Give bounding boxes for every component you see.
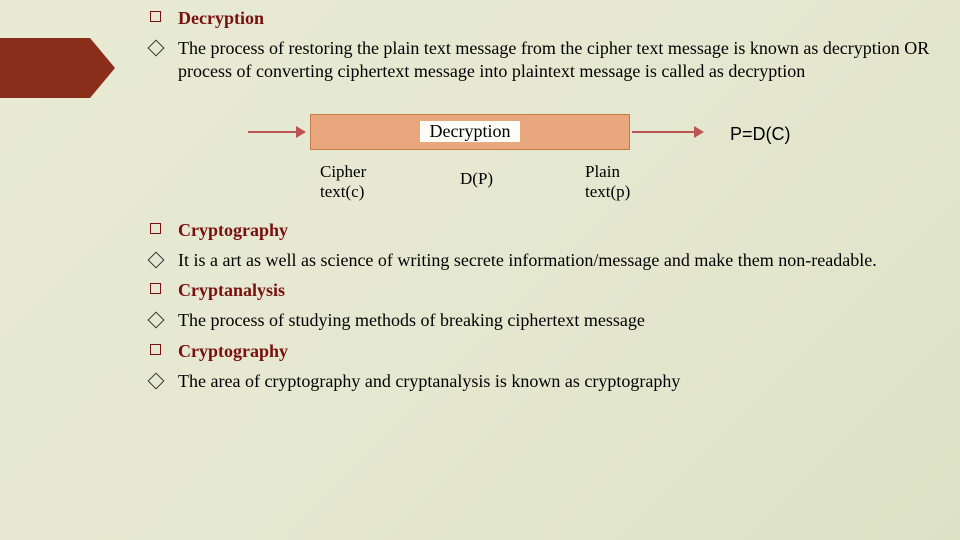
cryptanalysis-def-row: The process of studying methods of break… <box>150 309 930 332</box>
cryptography-def-text: It is a art as well as science of writin… <box>178 249 877 272</box>
cryptography2-def-text: The area of cryptography and cryptanalys… <box>178 370 680 393</box>
cryptography2-def-row: The area of cryptography and cryptanalys… <box>150 370 930 393</box>
pd-equation-label: P=D(C) <box>730 124 791 145</box>
cipher-text-label: Cipher text(c) <box>320 162 380 202</box>
decryption-diagram: Decryption Cipher text(c) D(P) Plain tex… <box>150 114 930 244</box>
diamond-bullet-icon <box>148 372 165 389</box>
diamond-bullet-icon <box>148 312 165 329</box>
decryption-box-label: Decryption <box>420 121 521 142</box>
slide-arrow-decoration <box>0 38 115 98</box>
decryption-def-text: The process of restoring the plain text … <box>178 37 930 84</box>
dp-label: D(P) <box>460 169 493 189</box>
plain-text-label: Plain text(p) <box>585 162 630 202</box>
diamond-bullet-icon <box>148 40 165 57</box>
decryption-def-row: The process of restoring the plain text … <box>150 37 930 84</box>
square-bullet-icon <box>150 344 161 355</box>
decryption-box: Decryption <box>310 114 630 150</box>
heading-cryptography2-row: Cryptography <box>150 341 930 362</box>
heading-cryptanalysis: Cryptanalysis <box>178 280 285 301</box>
heading-cryptanalysis-row: Cryptanalysis <box>150 280 930 301</box>
heading-decryption-row: Decryption <box>150 8 930 29</box>
cryptanalysis-def-text: The process of studying methods of break… <box>178 309 645 332</box>
heading-cryptography2: Cryptography <box>178 341 288 362</box>
heading-decryption: Decryption <box>178 8 264 29</box>
square-bullet-icon <box>150 11 161 22</box>
square-bullet-icon <box>150 283 161 294</box>
slide-content: Decryption The process of restoring the … <box>150 8 930 401</box>
arrow-in-icon <box>248 128 306 136</box>
arrow-out-icon <box>632 128 707 136</box>
diamond-bullet-icon <box>148 251 165 268</box>
cryptography-def-row: It is a art as well as science of writin… <box>150 249 930 272</box>
